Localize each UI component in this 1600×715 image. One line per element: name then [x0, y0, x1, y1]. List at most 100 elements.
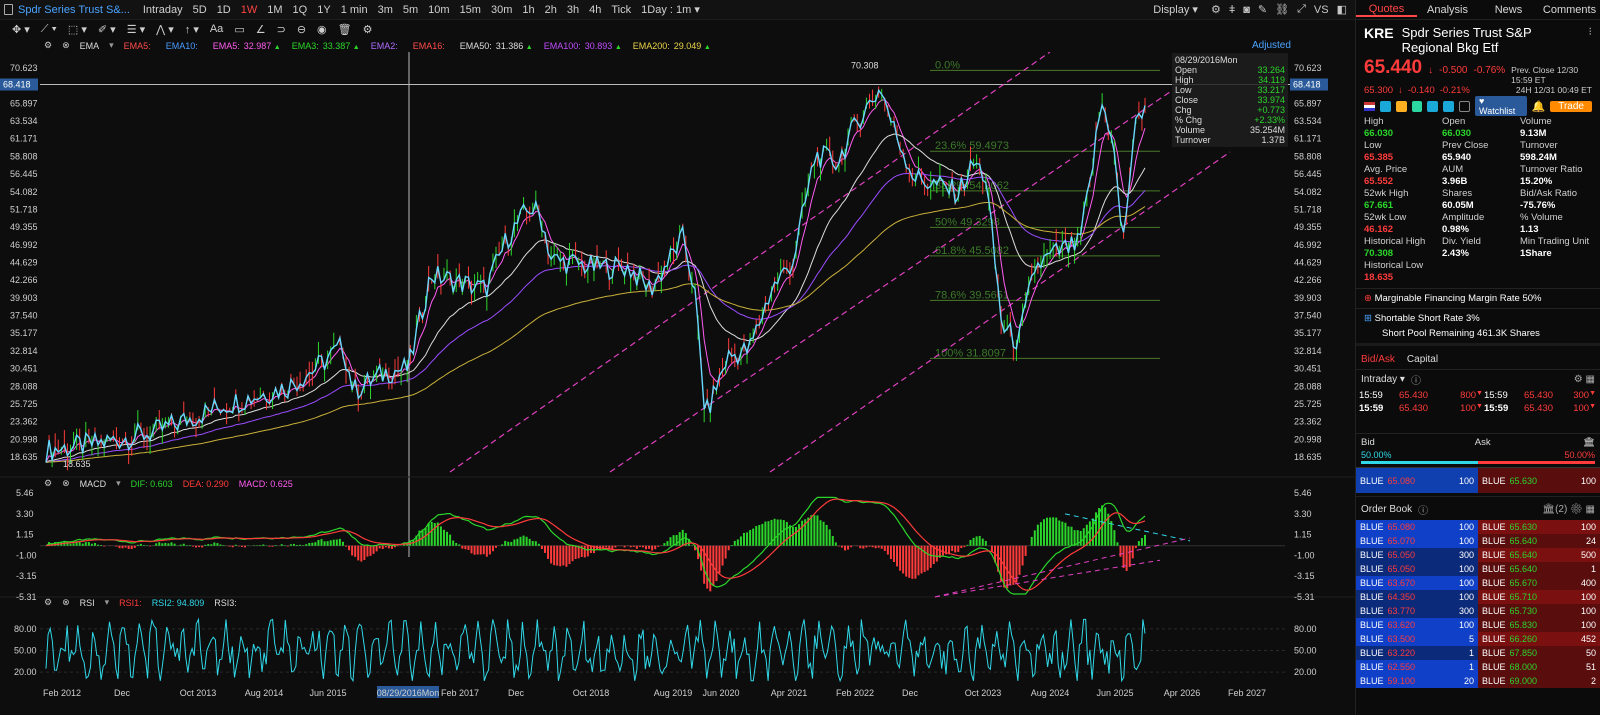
price-axis-label-right: 37.540: [1294, 311, 1322, 321]
info-icon[interactable]: ⓘ: [1418, 506, 1429, 517]
tab-capital[interactable]: Capital: [1406, 354, 1439, 365]
timeframe-5m[interactable]: 5m: [402, 3, 419, 16]
tab-comments[interactable]: Comments: [1542, 3, 1597, 16]
orderbook-row: BLUE 65.050 300 BLUE 65.640 500: [1356, 548, 1600, 562]
timeframe-1y[interactable]: 1Y: [317, 3, 331, 16]
app-icon[interactable]: [1411, 100, 1423, 112]
orderbook-row: BLUE 63.620 100 BLUE 65.830 100: [1356, 618, 1600, 632]
timeframe-tick[interactable]: Tick: [611, 3, 632, 16]
pencil-icon[interactable]: ✐ ▾: [97, 23, 116, 36]
timeframe-1min[interactable]: 1 min: [340, 3, 368, 16]
tooltip-row: Low 33.217: [1175, 85, 1285, 95]
star-icon[interactable]: ⁝: [1588, 26, 1593, 38]
bid-broker: BLUE: [1360, 536, 1384, 546]
link-icon[interactable]: ⛓: [1275, 4, 1290, 16]
layout-icon[interactable]: ◧: [1336, 4, 1347, 16]
timeframe-3h[interactable]: 3h: [566, 3, 580, 16]
bell-icon[interactable]: 🔔: [1531, 100, 1546, 113]
timeframe-10m[interactable]: 10m: [428, 3, 450, 16]
tab-news[interactable]: News: [1494, 3, 1523, 16]
timeframe-3m[interactable]: 3m: [377, 3, 393, 16]
app-icon[interactable]: [1379, 100, 1391, 112]
macd-axis-label: -1.00: [16, 550, 37, 560]
info-icon[interactable]: ⓘ: [1410, 376, 1421, 387]
macd-dea-line: [45, 498, 1146, 591]
ema-label[interactable]: EMA: [79, 40, 100, 51]
close-icon[interactable]: ⊗: [62, 40, 70, 50]
intraday-select[interactable]: Intraday ▾: [1361, 374, 1405, 385]
fib-icon[interactable]: ☰ ▾: [126, 23, 146, 36]
bank-icon[interactable]: 🏛: [1582, 437, 1595, 448]
eye-icon[interactable]: ◉: [317, 23, 327, 36]
crosshair-icon[interactable]: ✥ ▾: [12, 23, 30, 36]
trash-icon[interactable]: 🗑: [337, 23, 352, 36]
timeframe-1m[interactable]: 1M: [267, 3, 283, 16]
text-tool[interactable]: Aa: [209, 23, 224, 35]
timeframe-5d[interactable]: 5D: [192, 3, 207, 16]
settings-icon[interactable]: ⚙: [44, 40, 53, 50]
interval-select[interactable]: 1Day : 1m ▾: [641, 4, 700, 16]
indicator-icon[interactable]: ǂ: [1228, 3, 1236, 16]
rsi1: RSI1:: [119, 597, 142, 608]
price-axis-label-right: 49.355: [1294, 222, 1322, 232]
rsi-axis-label: 80.00: [14, 624, 37, 634]
timeframe-1w[interactable]: 1W: [240, 3, 258, 16]
ask-qty: 500: [1580, 550, 1596, 560]
orderbook-row: BLUE 65.050 100 BLUE 65.640 1: [1356, 562, 1600, 576]
watchlist-label: Watchlist: [1479, 106, 1516, 116]
macd-axis-label-right: 1.15: [1294, 530, 1312, 540]
pattern-icon[interactable]: ⋀ ▾: [156, 23, 174, 36]
camera-icon[interactable]: ◙: [1243, 3, 1250, 16]
sidebar-toggle-icon[interactable]: [4, 4, 13, 15]
timeframe-1d[interactable]: 1D: [216, 3, 231, 16]
tab-bidask[interactable]: Bid/Ask: [1361, 354, 1395, 365]
fullscreen-icon[interactable]: ⤢: [1297, 3, 1306, 15]
price-axis-label: 42.266: [10, 275, 38, 285]
settings-icon[interactable]: ⚙ ▦: [1573, 374, 1595, 385]
ah-pct: -0.21%: [1439, 85, 1470, 96]
close-icon[interactable]: ⊗: [62, 478, 70, 488]
settings-icon[interactable]: ⚙: [1210, 4, 1221, 16]
ema-name: EMA10:: [165, 40, 198, 51]
tab-quotes[interactable]: Quotes: [1356, 3, 1417, 17]
timeframe-4h[interactable]: 4h: [589, 3, 602, 16]
vs-button[interactable]: VS: [1313, 3, 1329, 16]
timeframe-1q[interactable]: 1Q: [292, 3, 308, 16]
app-icon[interactable]: [1395, 100, 1407, 112]
app-icon[interactable]: [1459, 100, 1471, 112]
app-icon[interactable]: [1443, 100, 1455, 112]
lock-icon[interactable]: ⊖: [296, 23, 307, 36]
settings-icon[interactable]: ⚙: [44, 478, 53, 488]
gear-small-icon[interactable]: ⚙: [362, 23, 373, 36]
price-axis-label-right: 20.998: [1294, 434, 1322, 444]
display-menu[interactable]: Display ▾: [1153, 4, 1198, 16]
brush-icon[interactable]: ▭: [234, 23, 245, 36]
settings-icon[interactable]: ⚙: [44, 597, 53, 607]
rsi-label[interactable]: RSI: [79, 597, 95, 608]
app-icon[interactable]: [1427, 100, 1439, 112]
macd-label[interactable]: MACD: [79, 478, 107, 489]
trendline-icon[interactable]: ⟋ ▾: [40, 22, 57, 35]
timeframe-30m[interactable]: 30m: [490, 3, 513, 16]
timeframe-1h[interactable]: 1h: [522, 3, 535, 16]
draw-icon[interactable]: ✎: [1257, 4, 1268, 16]
timeframe-intraday[interactable]: Intraday: [142, 3, 183, 16]
watchlist-button[interactable]: ♥ Watchlist: [1475, 96, 1527, 116]
timeframe-2h[interactable]: 2h: [544, 3, 557, 16]
close-icon[interactable]: ⊗: [62, 597, 70, 607]
tooltip-row: Volume 35.254M: [1175, 125, 1285, 135]
timeframe-15m[interactable]: 15m: [459, 3, 481, 16]
chart-title[interactable]: Spdr Series Trust S&...: [18, 3, 130, 16]
adjusted-label[interactable]: Adjusted: [1252, 40, 1291, 51]
ruler-icon[interactable]: ∠: [255, 23, 266, 36]
bank-icon[interactable]: 🏛(2) ⚙ ▦: [1542, 504, 1595, 515]
magnet-icon[interactable]: ⊃: [276, 23, 286, 36]
trade-button[interactable]: Trade: [1550, 100, 1592, 112]
rectangle-icon[interactable]: ⬚ ▾: [67, 23, 87, 36]
arrow-up-icon[interactable]: ↑ ▾: [184, 23, 199, 36]
margin-row[interactable]: ⊕ Marginable Financing Margin Rate 50%: [1356, 288, 1600, 308]
price-axis-label: 20.998: [10, 434, 38, 444]
short-row[interactable]: ⊞ Shortable Short Rate 3%: [1356, 308, 1600, 324]
tab-analysis[interactable]: Analysis: [1427, 3, 1468, 16]
